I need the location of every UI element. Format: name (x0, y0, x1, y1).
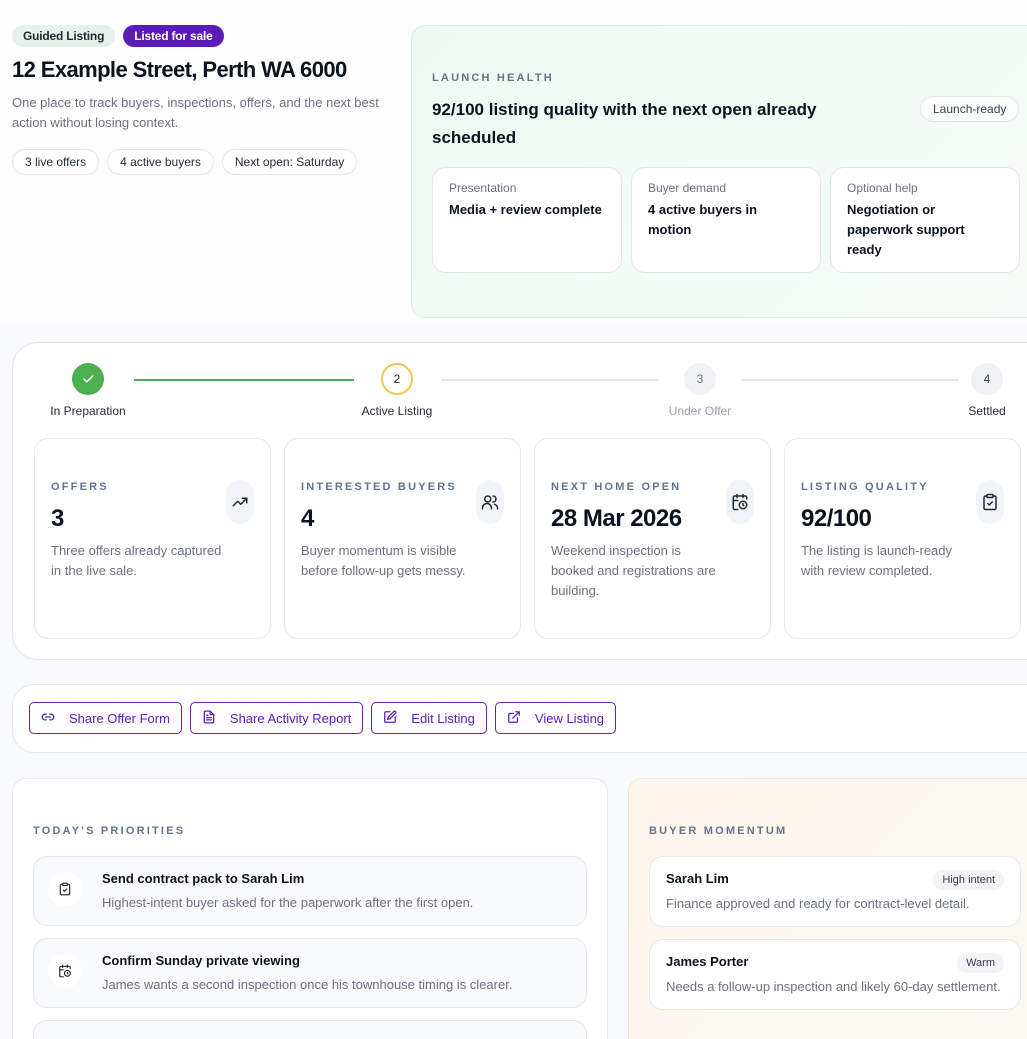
link-icon (41, 710, 55, 727)
step-under-offer[interactable]: 3 Under Offer (640, 363, 760, 418)
stat-card-next-home-open: NEXT HOME OPEN 28 Mar 2026 Weekend inspe… (534, 438, 771, 639)
buyer-note: Needs a follow-up inspection and likely … (666, 979, 1001, 994)
step-in-preparation[interactable]: In Preparation (28, 363, 148, 418)
stat-value: 92/100 (801, 505, 872, 532)
stat-eyebrow: NEXT HOME OPEN (551, 481, 682, 493)
mini-card-value: Media + review complete (449, 202, 602, 217)
listed-for-sale-badge: Listed for sale (123, 25, 224, 47)
priority-title: Confirm Sunday private viewing (102, 953, 300, 968)
mini-card-label: Buyer demand (648, 181, 727, 195)
stat-value: 3 (51, 505, 64, 532)
edit-icon (383, 710, 397, 727)
buyer-intent-badge: Warm (957, 953, 1004, 973)
buyer-demand-card: Buyer demand 4 active buyers in motion (631, 167, 821, 273)
button-label: View Listing (534, 710, 605, 726)
stat-card-listing-quality: LISTING QUALITY 92/100 The listing is la… (784, 438, 1021, 639)
mini-card-value: Negotiation or paperwork support ready (847, 202, 965, 257)
document-icon (202, 710, 216, 727)
step-label: In Preparation (50, 404, 126, 418)
calendar-clock-icon (726, 480, 754, 524)
priority-item[interactable]: Confirm Sunday private viewing James wan… (33, 938, 587, 1008)
step-label: Settled (968, 404, 1006, 418)
launch-health-headline: 92/100 listing quality with the next ope… (432, 100, 817, 147)
launch-ready-pill: Launch-ready (920, 96, 1020, 122)
button-label: Share Offer Form (69, 710, 170, 726)
share-offer-form-button[interactable]: Share Offer Form (29, 702, 182, 734)
step-number: 3 (684, 363, 716, 395)
trending-up-icon (226, 480, 254, 524)
button-label: Share Activity Report (229, 710, 352, 726)
stat-value: 4 (301, 505, 314, 532)
button-label: Edit Listing (411, 710, 475, 726)
buyer-card[interactable]: James Porter Warm Needs a follow-up insp… (649, 939, 1021, 1010)
priority-title: Send contract pack to Sarah Lim (102, 871, 305, 886)
quick-actions-bar: Share Offer Form Share Activity Report E… (12, 684, 1027, 753)
buyer-intent-badge: High intent (933, 870, 1004, 890)
check-icon (72, 363, 104, 395)
stat-description: Buyer momentum is visible before follow-… (301, 543, 466, 578)
edit-listing-button[interactable]: Edit Listing (371, 702, 487, 734)
stat-eyebrow: OFFERS (51, 481, 109, 493)
step-connector (741, 379, 959, 381)
buyer-momentum-eyebrow: BUYER MOMENTUM (649, 825, 788, 837)
next-open-chip: Next open: Saturday (221, 149, 358, 175)
live-offers-chip: 3 live offers (12, 149, 100, 175)
listing-header: Guided Listing Listed for sale 12 Exampl… (12, 25, 392, 175)
stat-description: Weekend inspection is booked and registr… (551, 543, 716, 598)
launch-health-panel: LAUNCH HEALTH Launch-ready 92/100 listin… (411, 25, 1027, 318)
step-number: 4 (971, 363, 1003, 395)
share-activity-report-button[interactable]: Share Activity Report (189, 702, 364, 734)
stat-card-interested-buyers: INTERESTED BUYERS 4 Buyer momentum is vi… (284, 438, 521, 639)
stat-description: Three offers already captured in the liv… (51, 543, 222, 578)
users-icon (476, 480, 504, 524)
priority-subtitle: James wants a second inspection once his… (102, 977, 513, 992)
stat-description: The listing is launch-ready with review … (801, 543, 953, 578)
priorities-eyebrow: TODAY'S PRIORITIES (33, 825, 186, 837)
step-settled[interactable]: 4 Settled (927, 363, 1027, 418)
mini-card-label: Presentation (449, 181, 517, 195)
stat-card-offers: OFFERS 3 Three offers already captured i… (34, 438, 271, 639)
stat-eyebrow: LISTING QUALITY (801, 481, 929, 493)
step-connector-done (134, 379, 354, 381)
step-number: 2 (381, 363, 413, 395)
presentation-card: Presentation Media + review complete (432, 167, 622, 273)
optional-help-card: Optional help Negotiation or paperwork s… (830, 167, 1020, 273)
mini-card-label: Optional help (847, 181, 918, 195)
buyer-card[interactable]: Sarah Lim High intent Finance approved a… (649, 856, 1021, 927)
step-label: Active Listing (361, 404, 433, 418)
buyer-name: James Porter (666, 954, 749, 969)
buyer-momentum-panel: BUYER MOMENTUM Sarah Lim High intent Fin… (628, 778, 1027, 1039)
page-title: 12 Example Street, Perth WA 6000 (12, 57, 347, 82)
buyer-note: Finance approved and ready for contract-… (666, 896, 970, 911)
stat-eyebrow: INTERESTED BUYERS (301, 481, 457, 493)
priority-subtitle: Highest-intent buyer asked for the paper… (102, 895, 474, 910)
active-buyers-chip: 4 active buyers (107, 149, 214, 175)
listing-progress-card: In Preparation 2 Active Listing 3 Under … (12, 342, 1027, 660)
buyer-name: Sarah Lim (666, 871, 729, 886)
clipboard-check-icon (48, 872, 82, 906)
calendar-clock-icon (48, 954, 82, 988)
mini-card-value: 4 active buyers in motion (648, 202, 758, 237)
guided-listing-badge: Guided Listing (12, 25, 116, 47)
clipboard-check-icon (976, 480, 1004, 524)
page-subtitle: One place to track buyers, inspections, … (12, 95, 379, 130)
view-listing-button[interactable]: View Listing (494, 702, 617, 734)
priority-item[interactable]: Send contract pack to Sarah Lim Highest-… (33, 856, 587, 926)
stat-value: 28 Mar 2026 (551, 505, 682, 532)
step-active-listing[interactable]: 2 Active Listing (337, 363, 457, 418)
todays-priorities-panel: TODAY'S PRIORITIES Send contract pack to… (12, 778, 608, 1039)
step-connector (441, 379, 659, 381)
external-link-icon (507, 710, 521, 727)
launch-health-eyebrow: LAUNCH HEALTH (432, 72, 554, 84)
priority-item-truncated[interactable] (33, 1020, 587, 1039)
listing-stepper: In Preparation 2 Active Listing 3 Under … (13, 363, 1027, 423)
step-label: Under Offer (668, 404, 732, 418)
